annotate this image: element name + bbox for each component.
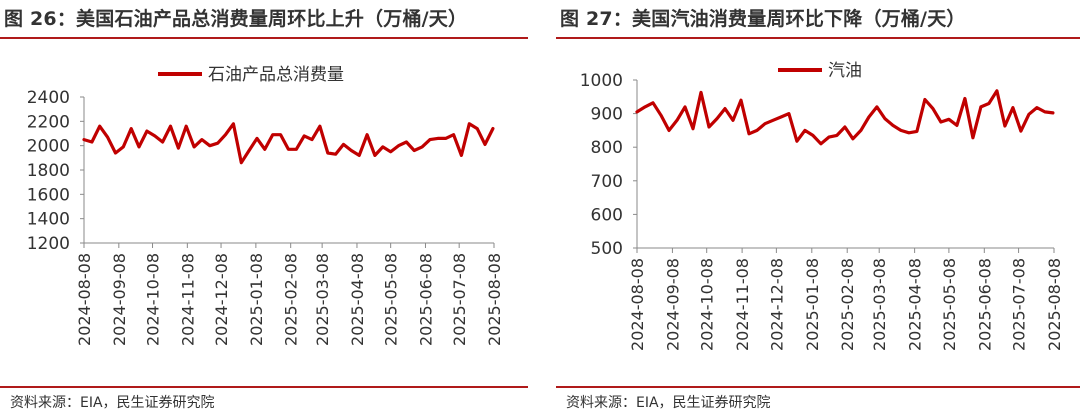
x-tick-label: 2024-10-08 — [698, 258, 717, 351]
chart-title: 图 26：美国石油产品总消费量周环比上升（万桶/天） — [4, 8, 468, 30]
chart-right-svg: 500 600 700 800 900 1000 2024-08-08 2024-09-08 2… — [580, 61, 1064, 351]
x-tick-label: 2025-01-08 — [803, 258, 822, 351]
y-tick-label: 1200 — [27, 234, 70, 254]
y-tick-label: 2200 — [27, 112, 70, 132]
x-tick-label: 2024-10-08 — [144, 253, 163, 346]
x-tick-label: 2025-05-08 — [940, 258, 959, 351]
x-tick-label: 2025-08-08 — [485, 253, 504, 346]
y-tick-label: 2400 — [27, 88, 70, 108]
x-tick-label: 2025-04-08 — [906, 258, 925, 351]
chart-title: 图 27：美国汽油消费量周环比下降（万桶/天） — [560, 8, 966, 30]
y-tick-label: 800 — [591, 138, 623, 158]
y-tick-label: 600 — [591, 205, 623, 225]
x-tick-label: 2024-11-08 — [733, 258, 752, 351]
source-note: 资料来源：EIA，民生证券研究院 — [566, 395, 771, 411]
y-tick-label: 2000 — [27, 137, 70, 157]
series-line — [635, 89, 1055, 146]
x-tick-label: 2025-03-08 — [313, 253, 332, 346]
y-tick-label: 1800 — [27, 161, 70, 181]
x-tick-label: 2024-08-08 — [75, 253, 94, 346]
source-divider — [556, 386, 1080, 388]
source-note: 资料来源：EIA，民生证券研究院 — [10, 395, 215, 411]
x-tick-label: 2025-06-08 — [416, 253, 435, 346]
x-tick-label: 2025-06-08 — [975, 258, 994, 351]
chart-left-svg: 1200 1400 1600 1800 2000 2200 2400 2024-08-08 20… — [27, 65, 504, 346]
x-tick-label: 2025-07-08 — [1010, 258, 1029, 351]
legend-label: 石油产品总消费量 — [208, 65, 344, 85]
x-tick-label: 2024-08-08 — [628, 258, 647, 351]
x-tick-label: 2025-01-08 — [247, 253, 266, 346]
y-tick-label: 900 — [591, 105, 623, 125]
x-tick-label: 2025-03-08 — [870, 258, 889, 351]
y-tick-label: 1600 — [27, 185, 70, 205]
x-tick-label: 2024-12-08 — [212, 253, 231, 346]
y-tick-label: 1400 — [27, 210, 70, 230]
y-tick-label: 700 — [591, 172, 623, 192]
x-tick-label: 2024-12-08 — [767, 258, 786, 351]
source-divider — [0, 386, 528, 388]
legend-label: 汽油 — [828, 61, 862, 81]
x-tick-label: 2024-09-08 — [663, 258, 682, 351]
x-tick-label: 2024-09-08 — [110, 253, 129, 346]
series-line — [82, 122, 495, 165]
x-tick-label: 2024-11-08 — [178, 253, 197, 346]
x-tick-label: 2025-02-08 — [838, 258, 857, 351]
y-tick-label: 1000 — [580, 71, 623, 91]
y-tick-label: 500 — [591, 239, 623, 259]
x-tick-label: 2025-08-08 — [1045, 258, 1064, 351]
title-divider — [0, 37, 528, 39]
chart-panel-right: 图 27：美国汽油消费量周环比下降（万桶/天） 500 600 700 800 900 1… — [556, 0, 1080, 413]
x-tick-label: 2025-05-08 — [382, 253, 401, 346]
x-tick-label: 2025-04-08 — [348, 253, 367, 346]
x-tick-label: 2025-07-08 — [450, 253, 469, 346]
chart-panel-left: 图 26：美国石油产品总消费量周环比上升（万桶/天） 1200 1400 1600 1… — [0, 0, 528, 413]
title-divider — [556, 37, 1080, 39]
x-tick-label: 2025-02-08 — [282, 253, 301, 346]
